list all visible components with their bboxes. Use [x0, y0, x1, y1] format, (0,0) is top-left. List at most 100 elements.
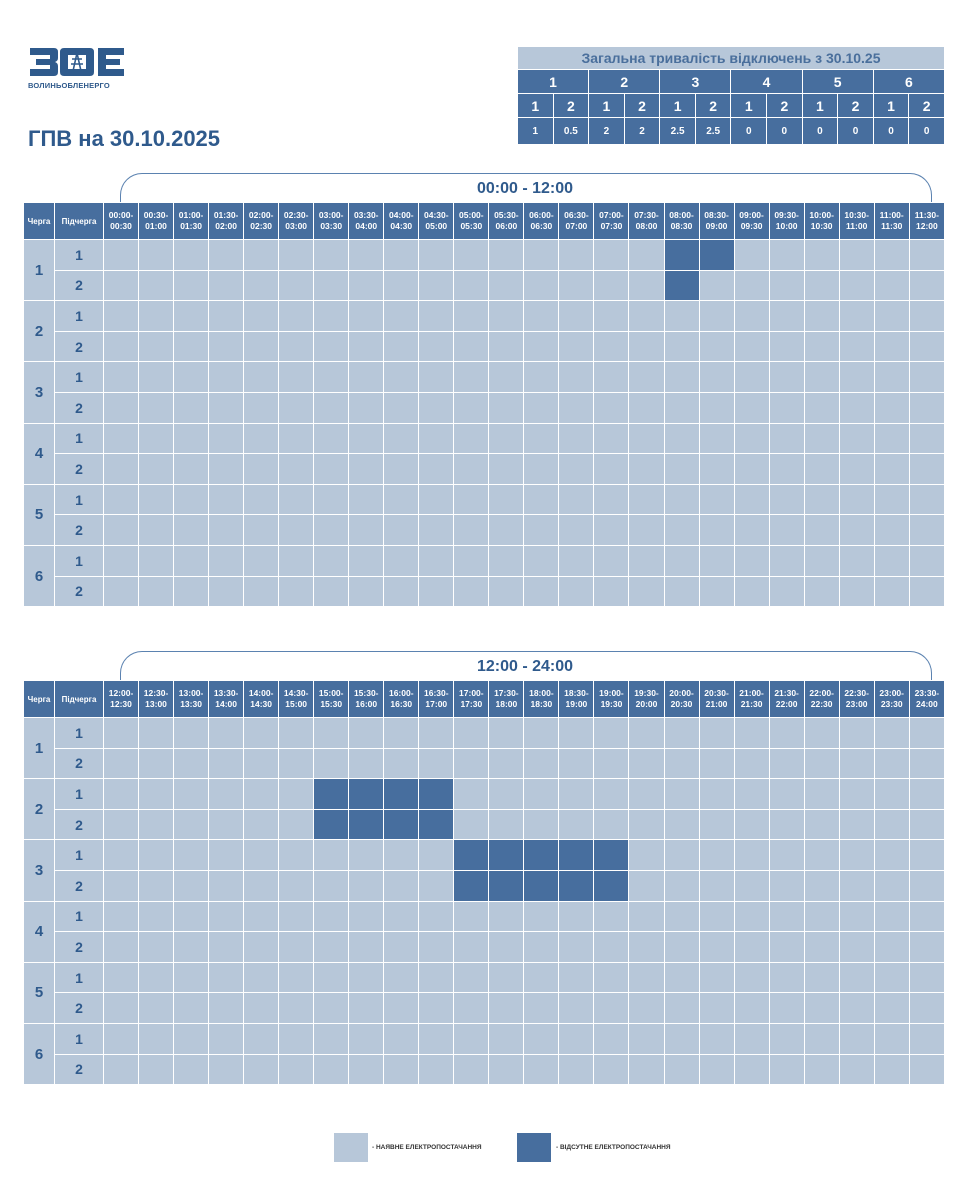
- slot-cell-available: [348, 931, 385, 963]
- time-slot-header: 17:00-17:30: [453, 680, 490, 718]
- slot-cell-available: [803, 900, 840, 933]
- slot-cell-available: [873, 391, 910, 424]
- slot-cell-available: [453, 747, 490, 780]
- slot-cell-available: [908, 717, 946, 749]
- queue-label: 6: [23, 544, 55, 608]
- slot-cell-available: [838, 869, 875, 902]
- slot-cell-available: [348, 839, 385, 871]
- time-slot-header: 21:30-22:00: [768, 680, 805, 718]
- slot-cell-available: [418, 422, 455, 455]
- slot-cell-available: [348, 575, 385, 608]
- slot-cell-available: [208, 869, 245, 902]
- slot-cell-available: [698, 483, 735, 516]
- slot-cell-available: [663, 961, 700, 994]
- slot-cell-available: [908, 300, 946, 332]
- slot-cell-available: [698, 961, 735, 994]
- slot-cell-available: [383, 544, 420, 577]
- slot-cell-available: [908, 514, 946, 546]
- slot-cell-available: [558, 300, 595, 332]
- slot-cell-available: [138, 483, 175, 516]
- slot-cell-available: [628, 1022, 665, 1055]
- summary-subqueue: 2: [694, 93, 732, 118]
- slot-cell-available: [768, 900, 805, 933]
- slot-cell-available: [348, 1022, 385, 1055]
- slot-cell-available: [278, 778, 315, 810]
- slot-cell-available: [523, 900, 560, 933]
- slot-cell-available: [418, 453, 455, 485]
- slot-cell-available: [908, 992, 946, 1024]
- time-slot-header: 20:00-20:30: [663, 680, 700, 718]
- schedule-row: 2: [24, 869, 946, 902]
- subqueue-label: 2: [54, 808, 104, 841]
- slot-cell-available: [313, 330, 350, 363]
- time-slot-header: 01:00-01:30: [173, 202, 210, 240]
- slot-cell-available: [593, 961, 630, 994]
- slot-cell-available: [768, 300, 805, 332]
- slot-cell-available: [208, 544, 245, 577]
- subqueue-label: 1: [54, 422, 104, 455]
- slot-cell-available: [383, 1053, 420, 1086]
- slot-cell-available: [803, 483, 840, 516]
- slot-cell-available: [488, 269, 525, 302]
- slot-cell-available: [558, 717, 595, 749]
- slot-cell-outage: [663, 239, 700, 271]
- slot-cell-available: [383, 453, 420, 485]
- time-slot-header: 03:00-03:30: [313, 202, 350, 240]
- time-slot-header: 00:30-01:00: [138, 202, 175, 240]
- slot-cell-available: [173, 992, 210, 1024]
- subqueue-header: Підчерга: [54, 680, 104, 718]
- slot-cell-available: [208, 391, 245, 424]
- slot-cell-available: [768, 778, 805, 810]
- slot-cell-available: [173, 931, 210, 963]
- slot-cell-available: [733, 361, 770, 393]
- slot-cell-available: [558, 361, 595, 393]
- schedule-row: 2: [24, 453, 946, 485]
- schedule-row: 2: [24, 269, 946, 302]
- queue-label: 1: [23, 716, 55, 780]
- slot-cell-available: [102, 483, 140, 516]
- slot-cell-available: [488, 575, 525, 608]
- slot-cell-available: [838, 1022, 875, 1055]
- time-slot-header: 22:30-23:00: [838, 680, 875, 718]
- slot-cell-available: [488, 717, 525, 749]
- slot-cell-available: [698, 575, 735, 608]
- slot-cell-available: [102, 453, 140, 485]
- slot-cell-available: [383, 839, 420, 871]
- slot-cell-available: [243, 869, 280, 902]
- slot-cell-available: [698, 300, 735, 332]
- summary-value: 2.5: [694, 117, 732, 145]
- slot-cell-available: [593, 717, 630, 749]
- subqueue-label: 2: [54, 747, 104, 780]
- slot-cell-available: [733, 300, 770, 332]
- subqueue-label: 1: [54, 483, 104, 516]
- slot-cell-available: [102, 961, 140, 994]
- slot-cell-available: [628, 453, 665, 485]
- slot-cell-available: [138, 869, 175, 902]
- slot-cell-available: [908, 961, 946, 994]
- slot-cell-available: [523, 992, 560, 1024]
- slot-cell-available: [768, 869, 805, 902]
- slot-cell-available: [558, 239, 595, 271]
- time-slot-header: 19:30-20:00: [628, 680, 665, 718]
- slot-cell-available: [628, 422, 665, 455]
- slot-cell-available: [768, 514, 805, 546]
- slot-cell-available: [208, 839, 245, 871]
- slot-cell-available: [628, 931, 665, 963]
- slot-cell-available: [558, 747, 595, 780]
- time-slot-header: 15:00-15:30: [313, 680, 350, 718]
- slot-cell-available: [803, 961, 840, 994]
- slot-cell-outage: [698, 239, 735, 271]
- time-slot-header: 20:30-21:00: [698, 680, 735, 718]
- time-slot-header: 23:30-24:00: [908, 680, 946, 718]
- slot-cell-available: [278, 269, 315, 302]
- slot-cell-available: [803, 808, 840, 841]
- slot-cell-available: [593, 992, 630, 1024]
- legend-swatch-absent: [517, 1133, 551, 1162]
- slot-cell-available: [873, 544, 910, 577]
- slot-cell-available: [768, 717, 805, 749]
- time-slot-header: 11:30-12:00: [908, 202, 946, 240]
- slot-cell-available: [873, 869, 910, 902]
- slot-cell-available: [873, 361, 910, 393]
